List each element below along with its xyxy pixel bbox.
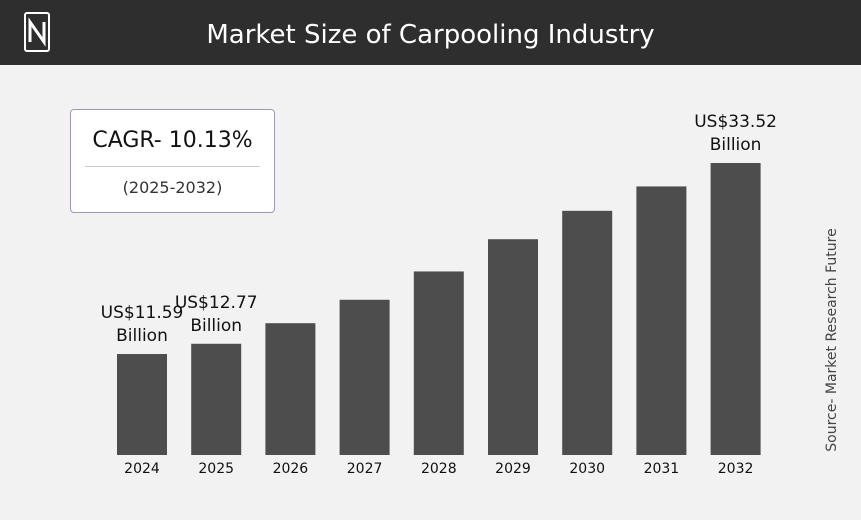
header-band: [0, 0, 861, 65]
x-tick-label: 2025: [198, 461, 234, 477]
x-tick-label: 2029: [495, 461, 531, 477]
x-tick-label: 2028: [421, 461, 457, 477]
bar: [636, 186, 687, 456]
value-label: US$12.77 Billion: [174, 292, 258, 336]
bar: [710, 163, 761, 455]
bar: [265, 323, 316, 455]
x-tick-label: 2030: [569, 461, 605, 477]
bar: [117, 354, 167, 455]
x-tick-label: 2027: [347, 461, 383, 477]
value-label: US$33.52 Billion: [694, 112, 777, 155]
value-label: US$11.59 Billion: [100, 303, 184, 347]
bar: [488, 239, 538, 455]
chart-title: Market Size of Carpooling Industry: [206, 20, 655, 50]
x-tick-label: 2024: [124, 461, 160, 477]
cagr-text: CAGR- 10.13%: [92, 128, 253, 153]
x-tick-label: 2026: [273, 461, 309, 477]
cagr-period: (2025-2032): [122, 178, 223, 197]
bar: [339, 299, 390, 455]
separator: [85, 166, 260, 167]
x-tick-label: 2032: [718, 461, 754, 477]
bar: [191, 343, 242, 455]
bar: [413, 271, 464, 455]
cagr-box: CAGR- 10.13% (2025-2032): [70, 109, 275, 213]
logo: [24, 12, 50, 52]
bar: [562, 210, 613, 455]
x-tick-label: 2031: [644, 461, 680, 477]
